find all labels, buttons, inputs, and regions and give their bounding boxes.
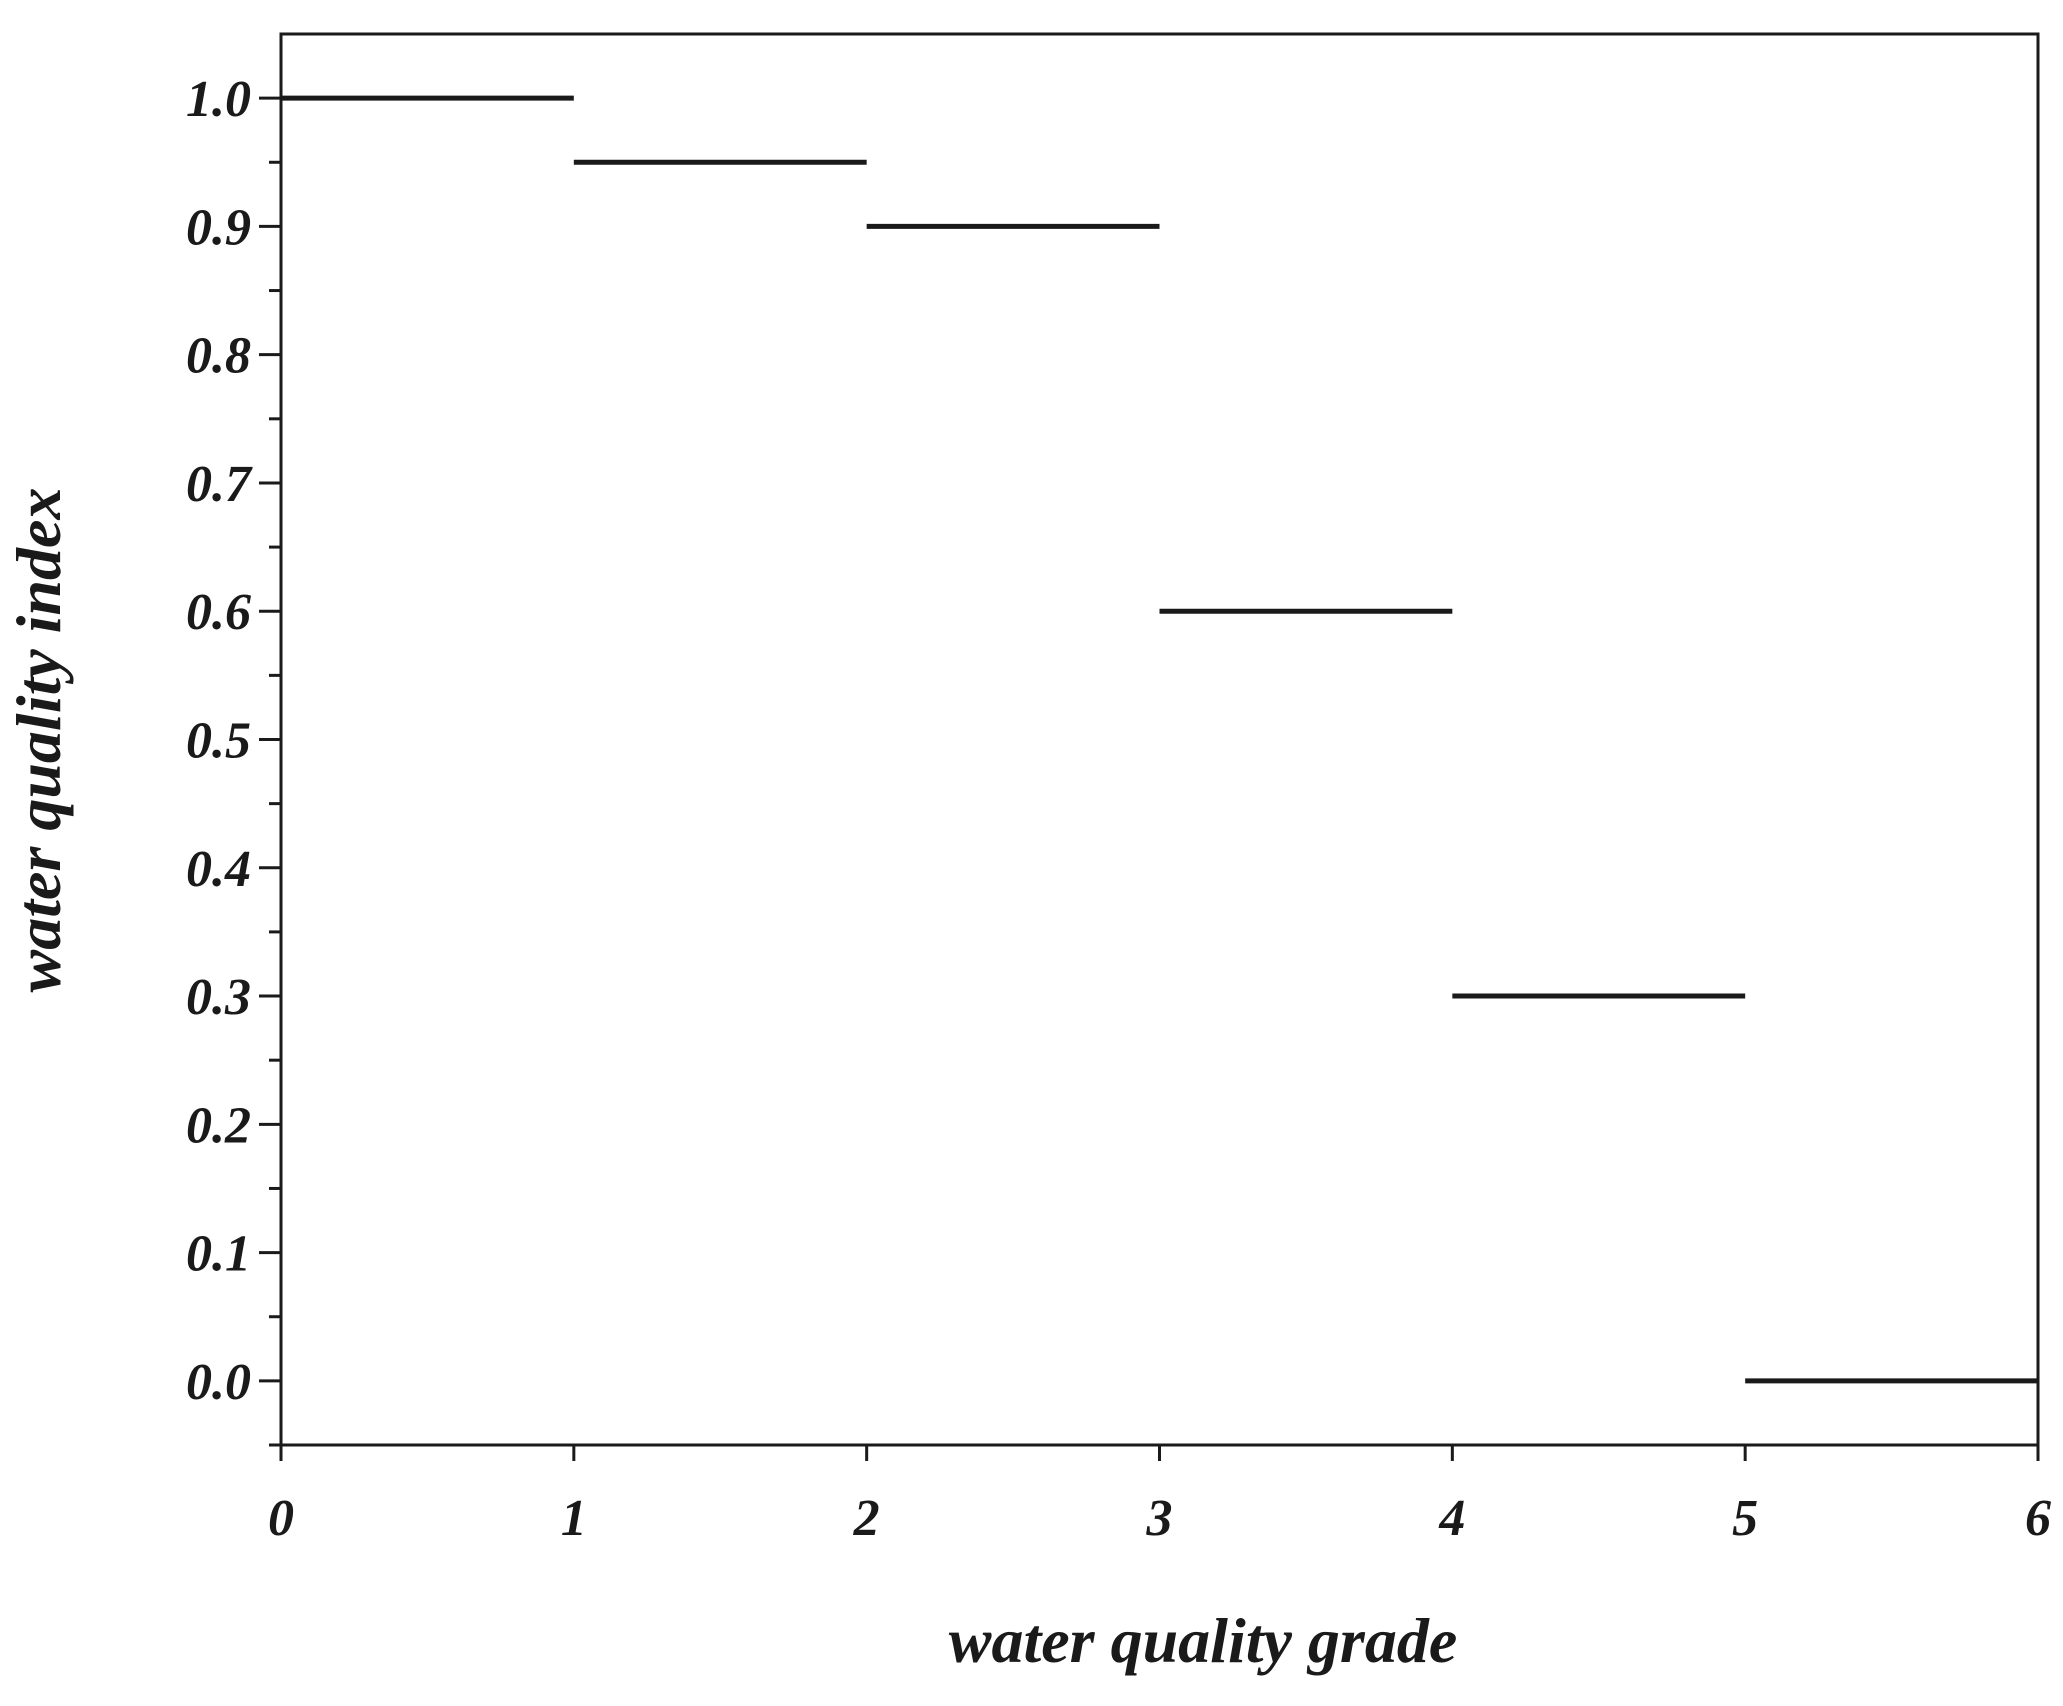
x-tick-label: 2: [853, 1490, 880, 1547]
y-axis-label: water quality index: [3, 488, 74, 993]
data-segments: [281, 95, 2038, 1384]
y-tick-label: 0.6: [186, 584, 251, 641]
x-axis-label: water quality grade: [949, 1605, 1457, 1676]
x-tick-label: 0: [268, 1490, 294, 1547]
x-tick-label: 1: [561, 1490, 587, 1547]
y-tick-label: 0.8: [186, 328, 251, 385]
y-tick-label: 0.2: [186, 1097, 251, 1154]
y-tick-label: 0.0: [186, 1354, 251, 1411]
x-tick-label: 3: [1146, 1490, 1173, 1547]
y-tick-label: 1.0: [186, 71, 251, 128]
x-tick-label: 4: [1438, 1490, 1465, 1547]
tick-labels: 0.0 0.1 0.2 0.3 0.4 0.5 0.6 0.7 0.8 0.9 1.0 0 1 2 3 4 5 6: [186, 71, 2051, 1547]
y-tick-label: 0.1: [186, 1226, 251, 1283]
y-tick-label: 0.5: [186, 713, 251, 770]
x-tick-label: 6: [2025, 1490, 2051, 1547]
y-tick-label: 0.7: [186, 456, 253, 513]
y-tick-label: 0.4: [186, 841, 251, 898]
y-tick-label: 0.3: [186, 969, 251, 1026]
y-tick-label: 0.9: [186, 199, 251, 256]
x-tick-label: 5: [1732, 1490, 1758, 1547]
axis-ticks: [259, 96, 2040, 1461]
plot-frame: [279, 32, 2040, 1447]
